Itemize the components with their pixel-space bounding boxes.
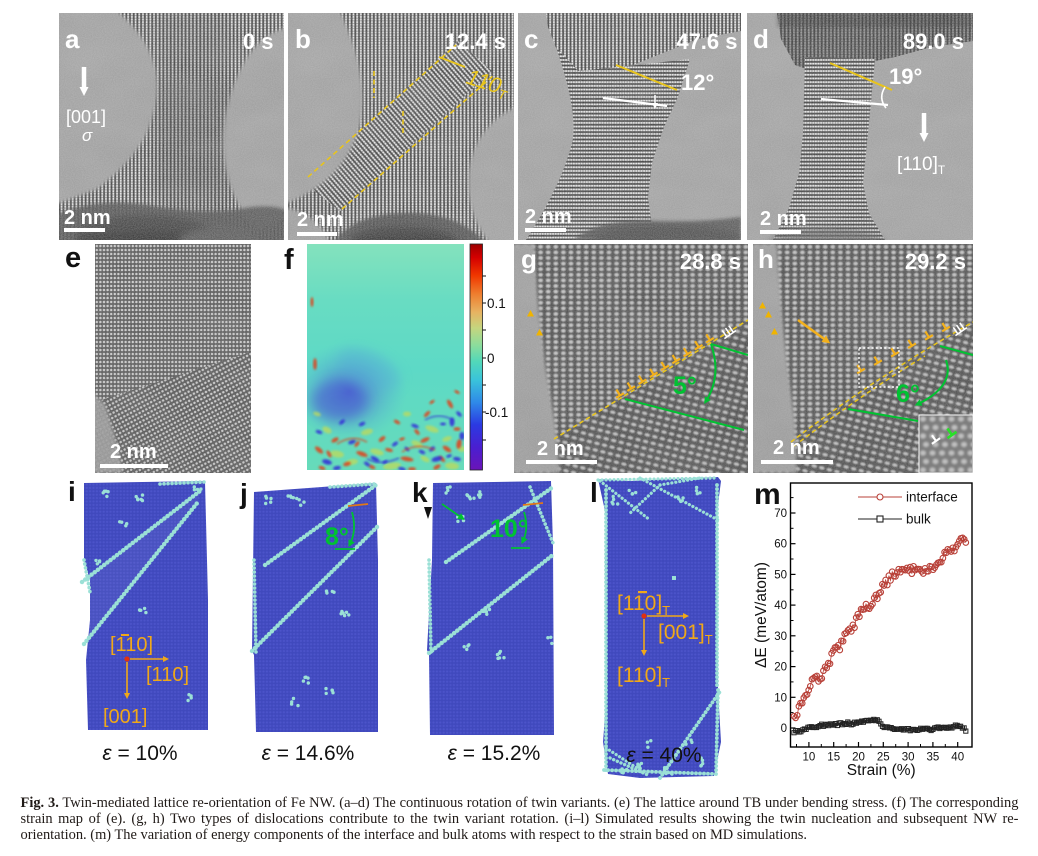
svg-text:19°: 19° <box>889 64 922 89</box>
svg-text:2 nm: 2 nm <box>525 206 572 228</box>
svg-text:b: b <box>295 24 311 54</box>
svg-text:30: 30 <box>902 752 915 764</box>
svg-text:10: 10 <box>774 692 787 704</box>
svg-text:20: 20 <box>852 752 865 764</box>
svg-text:ε = 14.6%: ε = 14.6% <box>262 742 355 765</box>
svg-text:-0.1: -0.1 <box>485 405 508 420</box>
svg-text:35: 35 <box>927 752 940 764</box>
svg-text:Strain (%): Strain (%) <box>847 762 916 779</box>
svg-text:40: 40 <box>774 600 787 612</box>
svg-text:ΔE (meV/atom): ΔE (meV/atom) <box>753 562 770 668</box>
svg-text:70: 70 <box>774 508 787 520</box>
svg-text:h: h <box>758 244 774 274</box>
svg-text:[110]: [110] <box>146 664 189 686</box>
svg-text:0: 0 <box>487 351 495 366</box>
svg-text:[001]: [001] <box>66 107 106 127</box>
svg-text:[001]T: [001]T <box>658 621 713 647</box>
svg-text:29.2 s: 29.2 s <box>905 249 966 274</box>
svg-text:2 nm: 2 nm <box>297 209 344 231</box>
svg-text:a: a <box>65 24 80 54</box>
svg-text:5°: 5° <box>673 372 697 400</box>
svg-text:89.0 s: 89.0 s <box>903 29 964 54</box>
svg-text:2 nm: 2 nm <box>537 438 584 460</box>
svg-text:ε = 10%: ε = 10% <box>102 742 177 765</box>
svg-text:40: 40 <box>951 752 964 764</box>
svg-text:10: 10 <box>803 752 816 764</box>
svg-text:20: 20 <box>774 662 787 674</box>
svg-text:k: k <box>412 477 428 508</box>
svg-text:i: i <box>68 476 76 507</box>
svg-text:2 nm: 2 nm <box>773 437 820 459</box>
svg-text:ε = 15.2%: ε = 15.2% <box>448 742 541 765</box>
svg-text:[110]: [110] <box>110 634 153 656</box>
svg-text:2 nm: 2 nm <box>64 207 111 229</box>
svg-text:8°: 8° <box>325 523 349 551</box>
svg-text:d: d <box>753 24 769 54</box>
svg-text:10°: 10° <box>490 515 528 543</box>
svg-text:0 s: 0 s <box>243 29 274 54</box>
svg-text:l: l <box>590 477 598 508</box>
svg-text:f: f <box>284 244 294 276</box>
svg-text:60: 60 <box>774 539 787 551</box>
svg-text:2 nm: 2 nm <box>760 208 807 230</box>
svg-text:6°: 6° <box>896 380 920 408</box>
svg-text:12.4 s: 12.4 s <box>445 29 506 54</box>
svg-text:0.1: 0.1 <box>487 296 506 311</box>
svg-text:0: 0 <box>781 723 787 735</box>
svg-text:m: m <box>754 478 781 511</box>
svg-text:g: g <box>521 244 537 274</box>
svg-text:[110]T: [110]T <box>617 664 670 690</box>
svg-text:e: e <box>65 242 81 274</box>
svg-text:c: c <box>524 24 538 54</box>
svg-text:47.6 s: 47.6 s <box>676 29 737 54</box>
svg-text:12°: 12° <box>681 70 714 95</box>
svg-text:28.8 s: 28.8 s <box>680 249 741 274</box>
svg-text:15: 15 <box>827 752 840 764</box>
svg-text:[110]T: [110]T <box>897 154 946 177</box>
svg-text:25: 25 <box>877 752 890 764</box>
svg-text:2 nm: 2 nm <box>110 441 157 463</box>
svg-text:bulk: bulk <box>906 512 931 527</box>
svg-text:ε = 40%: ε = 40% <box>626 744 701 767</box>
svg-text:[001]: [001] <box>103 706 147 728</box>
svg-text:30: 30 <box>774 631 787 643</box>
svg-text:j: j <box>239 478 248 509</box>
svg-text:σ: σ <box>82 126 93 145</box>
svg-text:interface: interface <box>906 490 958 505</box>
svg-text:50: 50 <box>774 569 787 581</box>
